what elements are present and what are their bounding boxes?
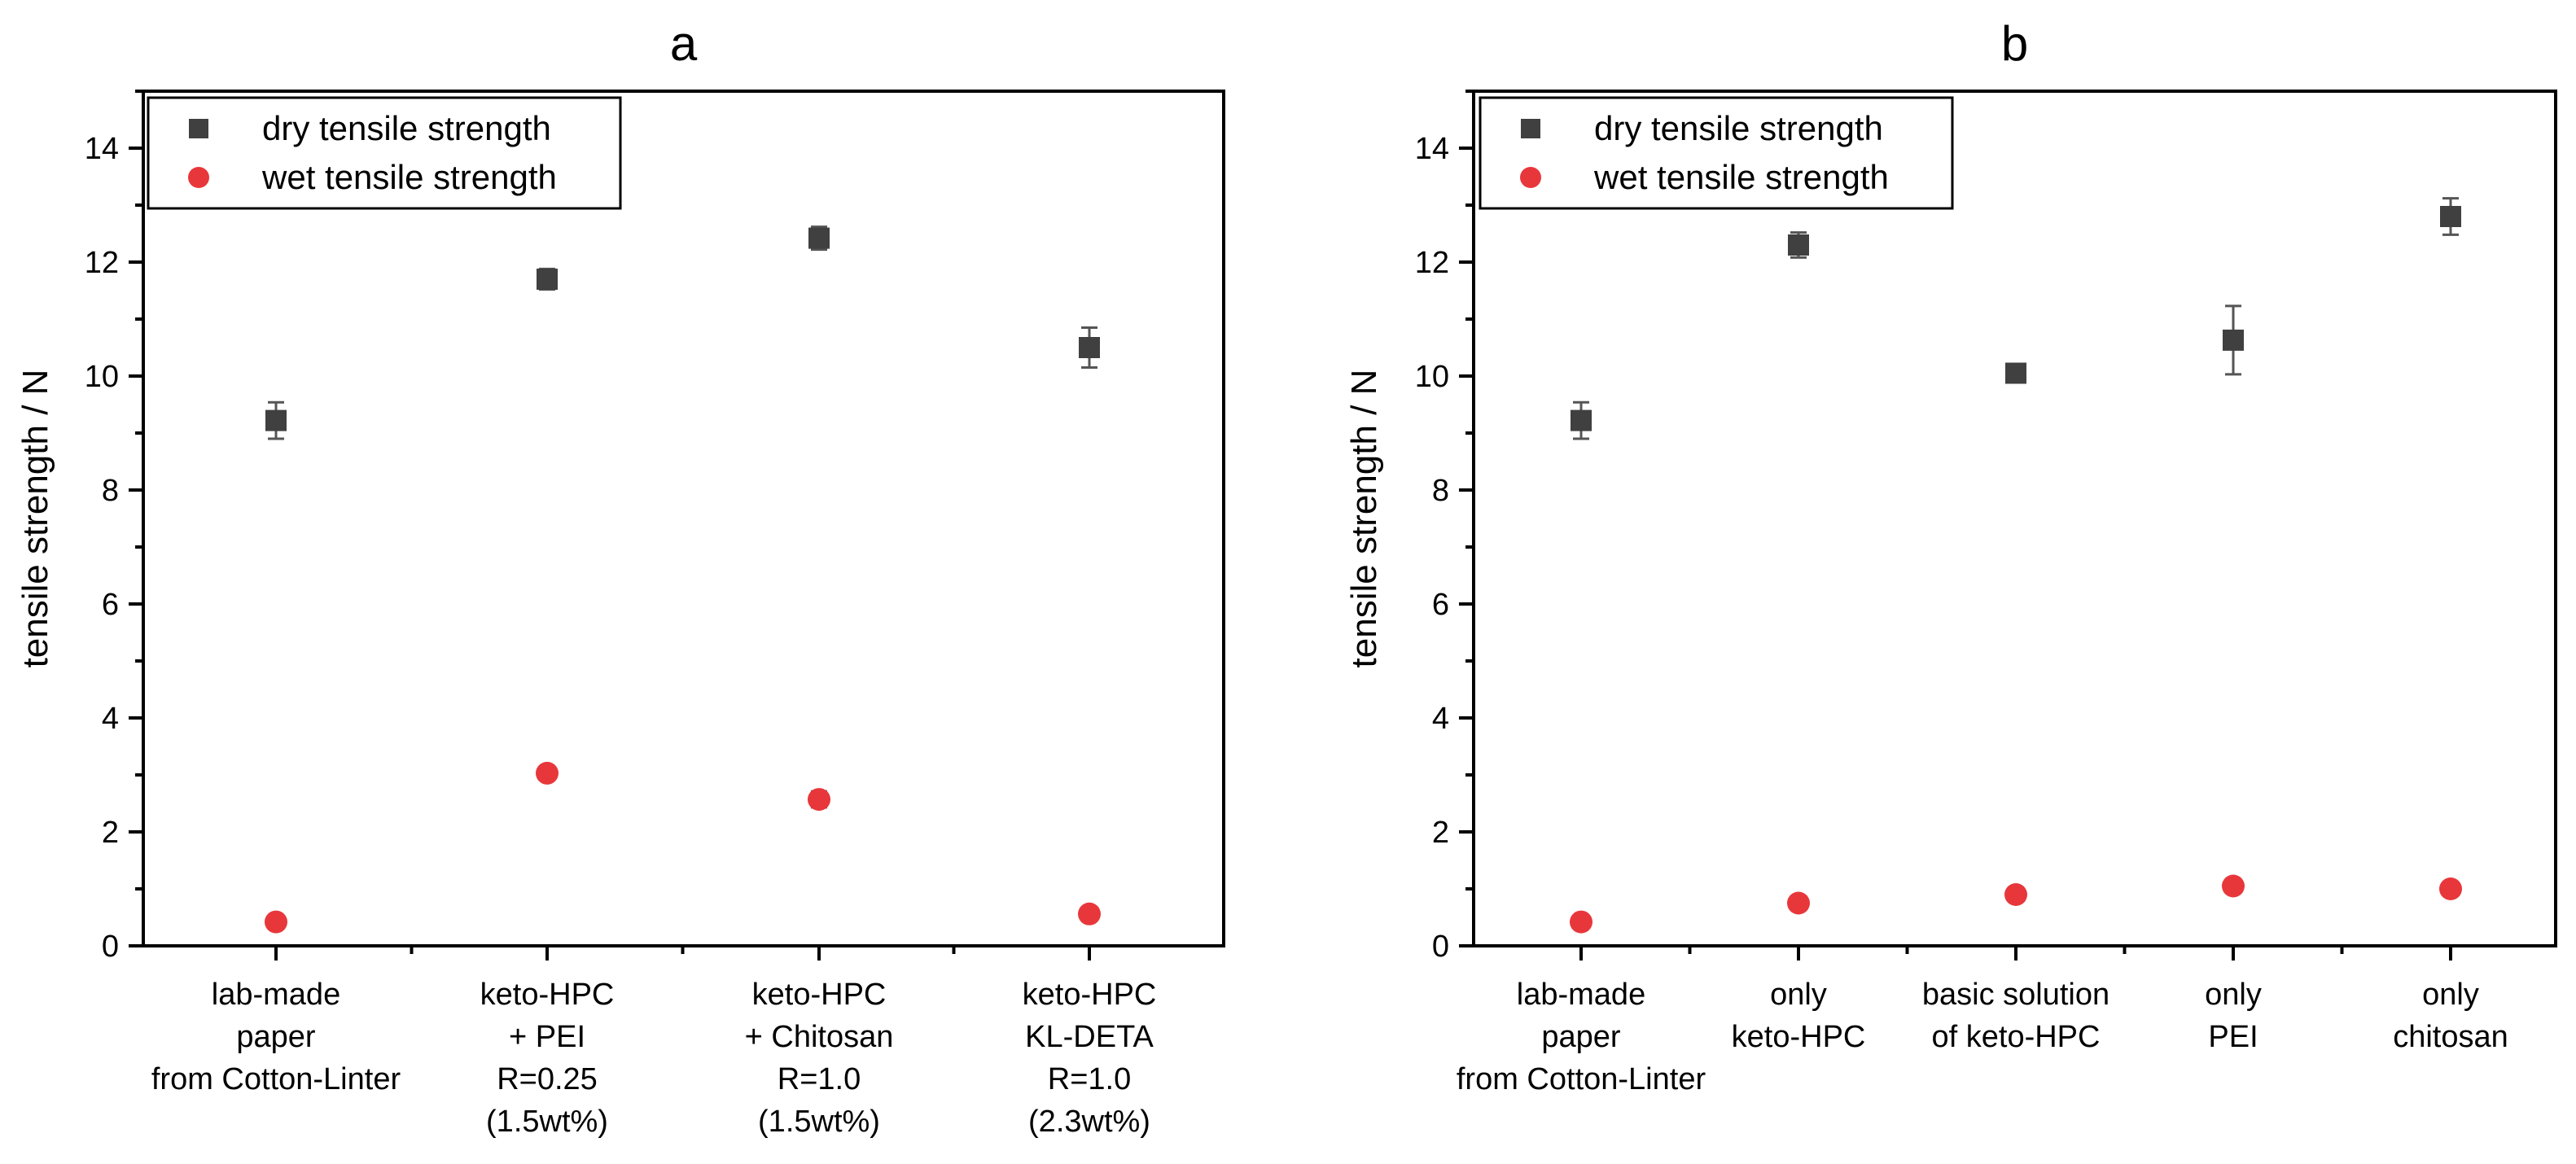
wet-point (1078, 902, 1101, 926)
legend-label: dry tensile strength (1594, 109, 1883, 147)
wet-point (2004, 883, 2027, 906)
y-tick-label: 8 (102, 474, 119, 508)
x-category-label: only keto-HPC (1732, 978, 1866, 1054)
legend-dry-marker (1521, 119, 1540, 138)
legend-label: wet tensile strength (261, 158, 557, 196)
dry-point (2223, 329, 2244, 351)
wet-point (265, 910, 287, 934)
wet-point (1787, 891, 1810, 915)
legend-box (147, 96, 622, 210)
y-tick-label: 4 (1432, 702, 1449, 736)
y-tick-label: 10 (1415, 360, 1449, 394)
x-category-label: basic solution of keto-HPC (1922, 978, 2109, 1054)
plot-frame (1472, 90, 2557, 947)
wet-point (536, 761, 559, 785)
y-tick-label: 14 (85, 132, 119, 166)
y-tick-label: 6 (102, 588, 119, 622)
wet-point (1570, 910, 1592, 934)
dry-point (1571, 409, 1592, 431)
legend-label: dry tensile strength (262, 109, 551, 147)
wet-point (808, 788, 830, 812)
dry-point (537, 269, 558, 290)
y-tick-label: 0 (1432, 930, 1449, 964)
y-axis-label: tensile strength / N (15, 370, 55, 668)
dry-point (808, 227, 830, 249)
x-category-label: only chitosan (2393, 978, 2508, 1054)
legend-wet-marker (188, 167, 209, 188)
y-tick-label: 6 (1432, 588, 1449, 622)
legend-dry-marker (189, 119, 208, 138)
x-category-label: lab-made paper from Cotton-Linter (1457, 978, 1706, 1096)
y-axis-label: tensile strength / N (1344, 370, 1384, 668)
dry-point (2440, 206, 2461, 227)
y-tick-label: 12 (1415, 246, 1449, 280)
x-category-label: keto-HPC + Chitosan R=1.0 (1.5wt%) (745, 978, 894, 1139)
dry-point (1079, 337, 1100, 358)
legend-wet-marker (1520, 167, 1541, 188)
dry-point (2005, 362, 2026, 384)
legend-box (1479, 96, 1954, 210)
y-tick-label: 2 (1432, 816, 1449, 850)
x-category-label: lab-made paper from Cotton-Linter (151, 978, 401, 1096)
y-tick-label: 0 (102, 930, 119, 964)
y-tick-label: 2 (102, 816, 119, 850)
y-tick-label: 12 (85, 246, 119, 280)
panel-a: a 0 2 4 6 8 10 12 14 tensile strength / N lab-made… (15, 16, 1225, 1139)
y-tick-label: 8 (1432, 474, 1449, 508)
y-tick-label: 10 (85, 360, 119, 394)
chart-title-b: b (2001, 16, 2028, 71)
y-tick-label: 14 (1415, 132, 1449, 166)
chart-title-a: a (670, 16, 698, 71)
x-category-label: keto-HPC KL-DETA R=1.0 (2.3wt%) (1023, 978, 1157, 1139)
panel-b: b 0 2 4 6 8 10 12 14 tensile strength / N lab-made… (1344, 16, 2557, 1096)
dry-point (265, 409, 287, 431)
x-category-label: keto-HPC + PEI R=0.25 (1.5wt%) (480, 978, 615, 1139)
x-category-label: only PEI (2205, 978, 2262, 1054)
dry-point (1788, 234, 1809, 256)
legend-label: wet tensile strength (1593, 158, 1889, 196)
y-tick-label: 4 (102, 702, 119, 736)
plot-frame (142, 90, 1225, 947)
wet-point (2222, 874, 2245, 898)
wet-point (2439, 877, 2462, 900)
